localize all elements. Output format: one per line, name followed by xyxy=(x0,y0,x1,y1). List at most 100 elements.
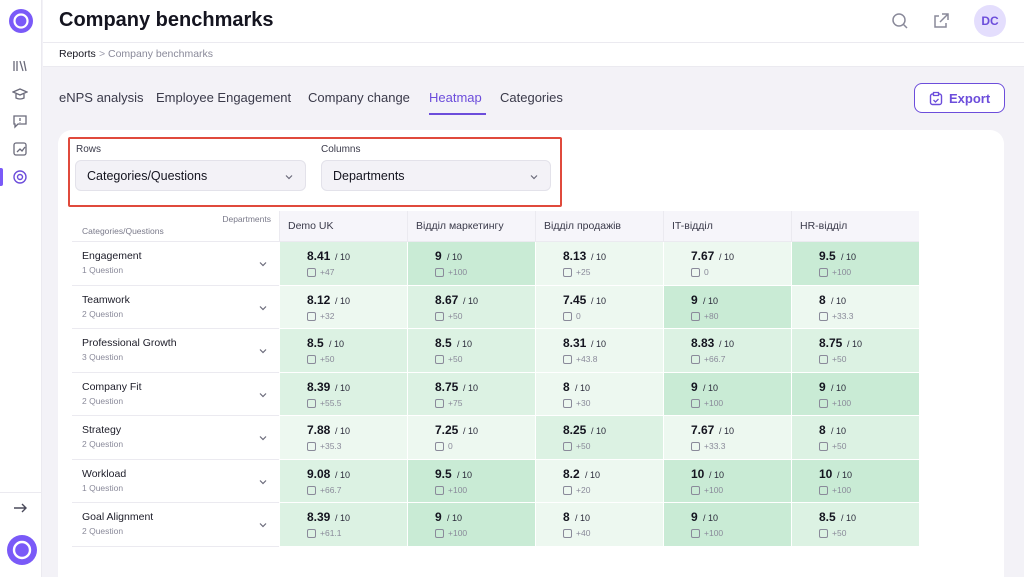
heatmap-cell[interactable]: 10 / 10 +100 xyxy=(663,460,791,504)
row-category-name: Strategy xyxy=(82,424,121,436)
columns-select[interactable]: Departments xyxy=(321,160,551,191)
cell-delta: +100 xyxy=(448,485,467,495)
column-header-label: HR-відділ xyxy=(800,220,847,232)
heatmap-cell[interactable]: 9 / 10 +80 xyxy=(663,286,791,330)
heatmap-cell[interactable]: 8.67 / 10 +50 xyxy=(407,286,535,330)
table-row-label[interactable]: Teamwork 2 Question xyxy=(72,286,279,330)
search-icon[interactable] xyxy=(890,11,910,31)
avatar[interactable]: DC xyxy=(974,5,1006,37)
cell-score: 9.5 xyxy=(435,467,452,481)
chevron-down-icon xyxy=(529,172,539,182)
heatmap-cell[interactable]: 8.25 / 10 +50 xyxy=(535,416,663,460)
heatmap-cell[interactable]: 8 / 10 +50 xyxy=(791,416,919,460)
heatmap-cell[interactable]: 8.39 / 10 +61.1 xyxy=(279,503,407,547)
heatmap-cell[interactable]: 9 / 10 +100 xyxy=(407,242,535,286)
tab-categories[interactable]: Categories xyxy=(500,90,563,105)
chevron-down-icon[interactable] xyxy=(258,390,268,400)
chevron-down-icon[interactable] xyxy=(258,477,268,487)
cell-out-of: / 10 xyxy=(591,252,606,262)
table-row-label[interactable]: Company Fit 2 Question xyxy=(72,373,279,417)
heatmap-cell[interactable]: 7.67 / 10 +33.3 xyxy=(663,416,791,460)
education-icon[interactable] xyxy=(12,86,28,102)
cell-delta: +80 xyxy=(704,311,718,321)
heatmap-cell[interactable]: 8 / 10 +40 xyxy=(535,503,663,547)
heatmap-cell[interactable]: 7.67 / 10 0 xyxy=(663,242,791,286)
heatmap-cell[interactable]: 8.2 / 10 +20 xyxy=(535,460,663,504)
heatmap-cell[interactable]: 8.41 / 10 +47 xyxy=(279,242,407,286)
chevron-down-icon[interactable] xyxy=(258,433,268,443)
cell-delta: +20 xyxy=(576,485,590,495)
table-row-label[interactable]: Goal Alignment 2 Question xyxy=(72,503,279,547)
heatmap-cell[interactable]: 8.75 / 10 +50 xyxy=(791,329,919,373)
table-row-label[interactable]: Workload 1 Question xyxy=(72,460,279,504)
enps-icon xyxy=(819,529,828,538)
cell-out-of: / 10 xyxy=(591,296,606,306)
enps-icon xyxy=(307,442,316,451)
heatmap-cell[interactable]: 9 / 10 +100 xyxy=(407,503,535,547)
chevron-down-icon[interactable] xyxy=(258,346,268,356)
cell-score: 8.75 xyxy=(819,336,842,350)
heatmap-cell[interactable]: 7.25 / 10 0 xyxy=(407,416,535,460)
cell-out-of: / 10 xyxy=(703,296,718,306)
heatmap-cell[interactable]: 8.75 / 10 +75 xyxy=(407,373,535,417)
cell-delta: +43.8 xyxy=(576,354,598,364)
breadcrumb-root[interactable]: Reports xyxy=(59,48,96,60)
row-category-name: Company Fit xyxy=(82,381,142,393)
heatmap-cell[interactable]: 9.08 / 10 +66.7 xyxy=(279,460,407,504)
heatmap-cell[interactable]: 8 / 10 +33.3 xyxy=(791,286,919,330)
heatmap-cell[interactable]: 8.31 / 10 +43.8 xyxy=(535,329,663,373)
enps-icon xyxy=(819,312,828,321)
analytics-icon[interactable] xyxy=(12,141,28,157)
heatmap-cell[interactable]: 9.5 / 10 +100 xyxy=(407,460,535,504)
chevron-down-icon[interactable] xyxy=(258,520,268,530)
heatmap-cell[interactable]: 10 / 10 +100 xyxy=(791,460,919,504)
tab-employee-engagement[interactable]: Employee Engagement xyxy=(156,90,291,105)
table-row-label[interactable]: Professional Growth 3 Question xyxy=(72,329,279,373)
export-button[interactable]: Export xyxy=(914,83,1005,113)
heatmap-cell[interactable]: 9.5 / 10 +100 xyxy=(791,242,919,286)
cell-score: 8.83 xyxy=(691,336,714,350)
app-logo[interactable] xyxy=(9,9,33,33)
heatmap-cell[interactable]: 8.12 / 10 +32 xyxy=(279,286,407,330)
heatmap-cell[interactable]: 9 / 10 +100 xyxy=(663,503,791,547)
heatmap-cell[interactable]: 8.83 / 10 +66.7 xyxy=(663,329,791,373)
chevron-down-icon[interactable] xyxy=(258,259,268,269)
heatmap-cell[interactable]: 7.45 / 10 0 xyxy=(535,286,663,330)
cell-delta: +66.7 xyxy=(320,485,342,495)
library-icon[interactable] xyxy=(12,58,28,74)
tab-enps-analysis[interactable]: eNPS analysis xyxy=(59,90,144,105)
cell-delta: +100 xyxy=(832,267,851,277)
expand-arrow-icon[interactable] xyxy=(12,500,28,516)
cell-out-of: / 10 xyxy=(335,513,350,523)
heatmap-cell[interactable]: 8.39 / 10 +55.5 xyxy=(279,373,407,417)
table-row-label[interactable]: Strategy 2 Question xyxy=(72,416,279,460)
reports-icon[interactable] xyxy=(12,169,28,185)
cell-score: 8 xyxy=(563,510,570,524)
tab-company-change[interactable]: Company change xyxy=(308,90,410,105)
cell-score: 8.25 xyxy=(563,423,586,437)
feedback-icon[interactable] xyxy=(12,113,28,129)
heatmap-cell[interactable]: 8.13 / 10 +25 xyxy=(535,242,663,286)
heatmap-cell[interactable]: 8 / 10 +30 xyxy=(535,373,663,417)
cell-score: 8.5 xyxy=(307,336,324,350)
rows-select[interactable]: Categories/Questions xyxy=(75,160,306,191)
cell-score: 8.41 xyxy=(307,249,330,263)
chevron-down-icon[interactable] xyxy=(258,303,268,313)
cell-delta: +35.3 xyxy=(320,441,342,451)
external-link-icon[interactable] xyxy=(931,11,951,31)
heatmap-cell[interactable]: 8.5 / 10 +50 xyxy=(407,329,535,373)
cell-out-of: / 10 xyxy=(719,426,734,436)
heatmap-cell[interactable]: 9 / 10 +100 xyxy=(663,373,791,417)
cell-out-of: / 10 xyxy=(335,252,350,262)
cell-score: 8.31 xyxy=(563,336,586,350)
heatmap-cell[interactable]: 8.5 / 10 +50 xyxy=(791,503,919,547)
table-row-label[interactable]: Engagement 1 Question xyxy=(72,242,279,286)
heatmap-cell[interactable]: 9 / 10 +100 xyxy=(791,373,919,417)
heatmap-cell[interactable]: 8.5 / 10 +50 xyxy=(279,329,407,373)
heatmap-cell[interactable]: 7.88 / 10 +35.3 xyxy=(279,416,407,460)
cell-delta: +50 xyxy=(320,354,334,364)
workspace-logo[interactable] xyxy=(7,535,37,565)
tab-heatmap[interactable]: Heatmap xyxy=(429,90,482,105)
enps-icon xyxy=(563,312,572,321)
corner-departments-label: Departments xyxy=(222,214,271,224)
